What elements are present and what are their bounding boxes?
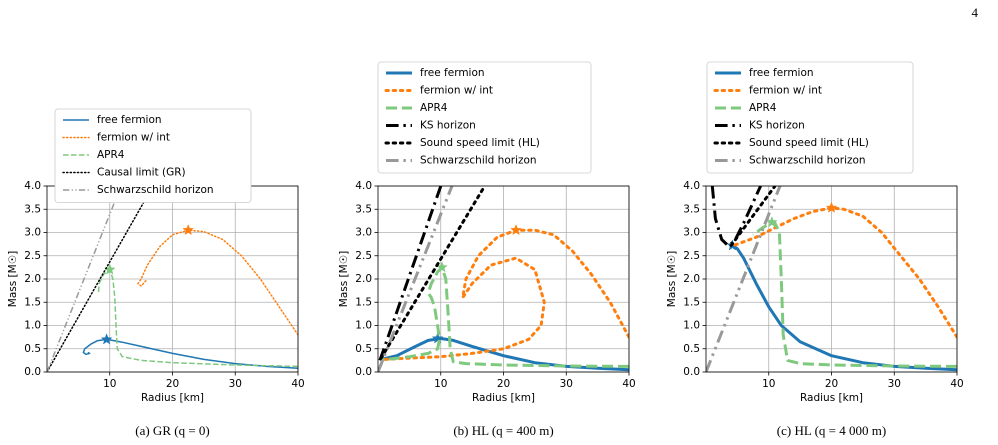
x-tick-label: 10 (103, 378, 116, 390)
y-tick-label: 2.0 (355, 273, 372, 285)
legend-box (54, 108, 252, 203)
x-tick-label: 10 (434, 378, 447, 390)
x-tick-label: 30 (560, 378, 573, 390)
y-tick-label: 2.0 (683, 273, 700, 285)
page-number: 4 (972, 5, 979, 20)
legend-label: fermion w/ int (749, 85, 822, 97)
x-tick-label: 20 (825, 378, 838, 390)
y-axis-label: Mass [M☉] (666, 251, 678, 307)
y-tick-label: 3.5 (355, 203, 372, 215)
series-line (137, 229, 298, 336)
legend-label: fermion w/ int (97, 132, 170, 144)
y-tick-label: 3.0 (683, 227, 700, 239)
series-line (47, 186, 154, 372)
x-tick-label: 20 (497, 378, 510, 390)
legend-label: Schwarzschild horizon (749, 155, 866, 167)
panel: 0.0 0.5 1.0 1.5 2.0 2.5 3.0 3.5 4.0 10 20 30 40 Radiu… (666, 61, 964, 438)
y-axis-label: Mass [M☉] (7, 251, 19, 307)
y-tick-label: 3.0 (24, 227, 41, 239)
y-tick-label: 3.0 (355, 227, 372, 239)
y-tick-label: 1.0 (24, 320, 41, 332)
x-tick-label: 40 (950, 378, 963, 390)
y-axis-label: Mass [M☉] (338, 251, 350, 307)
series-line (379, 186, 487, 360)
legend-label: Schwarzschild horizon (97, 184, 214, 196)
plot-frame (377, 185, 630, 373)
legend-label: APR4 (749, 102, 777, 114)
series-line (710, 186, 762, 247)
plot-frame (705, 185, 958, 373)
y-tick-label: 0.5 (24, 343, 41, 355)
y-tick-label: 4.0 (683, 180, 700, 192)
y-tick-label: 1.5 (683, 296, 700, 308)
series-line (729, 244, 957, 372)
x-axis-label: Radius [km] (472, 392, 535, 404)
series-line (382, 228, 629, 361)
x-axis-label: Radius [km] (800, 392, 863, 404)
panel: 0.0 0.5 1.0 1.5 2.0 2.5 3.0 3.5 4.0 10 20 30 40 Radiu… (7, 108, 305, 438)
legend-label: fermion w/ int (420, 85, 493, 97)
caption: (b) HL (q = 400 m) (453, 423, 553, 438)
y-tick-label: 0.5 (683, 343, 700, 355)
legend-label: Sound speed limit (HL) (749, 137, 869, 149)
x-tick-label: 30 (888, 378, 901, 390)
y-tick-label: 1.5 (355, 296, 372, 308)
series-line (729, 186, 777, 247)
y-tick-label: 0.0 (683, 366, 700, 378)
y-tick-label: 3.5 (24, 203, 41, 215)
series-line (380, 265, 629, 368)
star-marker (431, 332, 444, 344)
x-tick-label: 40 (622, 378, 635, 390)
plot-area (378, 186, 629, 372)
y-tick-label: 0.0 (355, 366, 372, 378)
series-line (752, 220, 957, 368)
y-tick-label: 3.5 (683, 203, 700, 215)
caption: (c) HL (q = 4 000 m) (777, 423, 886, 438)
y-tick-label: 4.0 (24, 180, 41, 192)
y-tick-label: 4.0 (355, 180, 372, 192)
y-tick-label: 2.5 (355, 250, 372, 262)
legend-label: APR4 (97, 149, 125, 161)
series-line (47, 186, 122, 372)
series-line (729, 206, 957, 339)
plot-area (47, 186, 298, 372)
series-line (97, 268, 298, 368)
y-tick-label: 1.5 (24, 296, 41, 308)
star-marker (182, 223, 195, 236)
x-axis-label: Radius [km] (141, 392, 204, 404)
legend-label: free fermion (420, 67, 485, 79)
x-tick-label: 20 (166, 378, 179, 390)
legend-label: free fermion (97, 114, 162, 126)
y-tick-label: 2.5 (683, 250, 700, 262)
legend-label: Schwarzschild horizon (420, 155, 537, 167)
legend-box (706, 61, 914, 174)
caption: (a) GR (q = 0) (135, 423, 209, 438)
legend-label: KS horizon (420, 120, 476, 132)
y-tick-label: 2.5 (24, 250, 41, 262)
series-line (378, 186, 443, 361)
y-tick-label: 1.0 (683, 320, 700, 332)
legend-box (377, 61, 592, 174)
x-tick-label: 40 (291, 378, 304, 390)
y-tick-label: 0.0 (24, 366, 41, 378)
x-tick-label: 30 (229, 378, 242, 390)
star-marker (766, 216, 778, 228)
plot-area (706, 186, 957, 372)
legend-label: Causal limit (GR) (97, 167, 186, 179)
legend-label: KS horizon (749, 120, 805, 132)
panel: 0.0 0.5 1.0 1.5 2.0 2.5 3.0 3.5 4.0 10 20 30 40 Radiu… (338, 61, 636, 438)
series-line (706, 186, 782, 372)
star-marker (825, 201, 838, 213)
legend-label: APR4 (420, 102, 448, 114)
y-tick-label: 2.0 (24, 273, 41, 285)
y-tick-label: 0.5 (355, 343, 372, 355)
series-line (378, 186, 454, 372)
x-tick-label: 10 (762, 378, 775, 390)
star-marker (100, 333, 113, 345)
star-marker (510, 223, 522, 236)
legend-label: free fermion (749, 67, 814, 79)
y-tick-label: 1.0 (355, 320, 372, 332)
legend-label: Sound speed limit (HL) (420, 137, 540, 149)
